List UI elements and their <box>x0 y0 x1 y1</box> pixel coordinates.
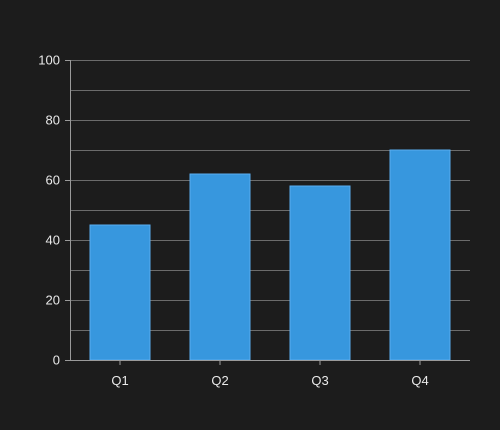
y-tick-label-40: 40 <box>46 233 60 248</box>
axes <box>65 60 470 365</box>
x-tick-label-q3: Q3 <box>311 373 328 388</box>
bar-q1 <box>89 224 151 361</box>
bar-q3 <box>289 185 351 361</box>
y-tick-label-20: 20 <box>46 293 60 308</box>
y-tick-label-80: 80 <box>46 113 60 128</box>
y-tick-labels: 0 20 40 60 80 100 <box>38 53 60 368</box>
x-tick-label-q2: Q2 <box>211 373 228 388</box>
bar-q4 <box>389 149 451 361</box>
x-tick-labels: Q1 Q2 Q3 Q4 <box>111 373 428 388</box>
y-tick-label-60: 60 <box>46 173 60 188</box>
bars <box>89 149 451 361</box>
y-tick-label-0: 0 <box>53 353 60 368</box>
x-tick-label-q1: Q1 <box>111 373 128 388</box>
x-tick-label-q4: Q4 <box>411 373 428 388</box>
y-tick-label-100: 100 <box>38 53 60 68</box>
bar-q2 <box>189 173 251 361</box>
